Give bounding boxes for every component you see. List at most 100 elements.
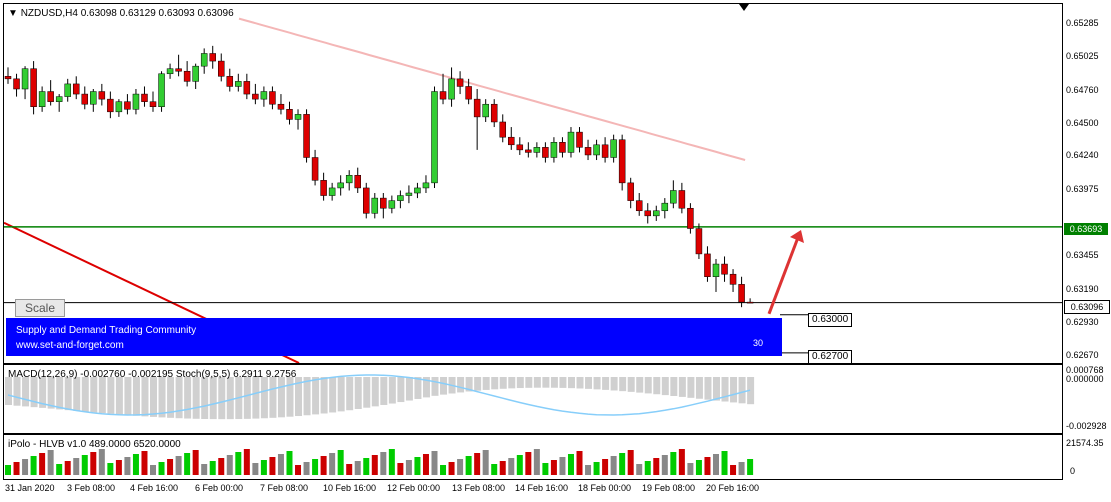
candle-body bbox=[72, 83, 80, 95]
volume-bar bbox=[644, 461, 651, 475]
macd-histogram-bar bbox=[30, 377, 38, 408]
volume-bar bbox=[508, 458, 515, 475]
macd-histogram-bar bbox=[627, 377, 635, 392]
time-tick-label: 14 Feb 16:00 bbox=[515, 483, 569, 493]
candle-body bbox=[107, 98, 114, 113]
volume-bar bbox=[90, 452, 97, 475]
macd-histogram-bar bbox=[636, 377, 644, 393]
macd-histogram-bar bbox=[542, 377, 550, 388]
volume-chart bbox=[5, 449, 754, 475]
macd-histogram-bar bbox=[39, 377, 47, 408]
collapse-triangle-icon[interactable]: ▼ bbox=[8, 8, 18, 19]
macd-histogram-bar bbox=[363, 377, 371, 408]
candle-body bbox=[132, 93, 140, 110]
macd-histogram-bar bbox=[491, 377, 499, 390]
volume-bar bbox=[559, 457, 566, 475]
macd-histogram-bar bbox=[371, 377, 379, 407]
time-tick-label: 18 Feb 00:00 bbox=[578, 483, 632, 493]
candle-body bbox=[644, 210, 651, 217]
volume-bar bbox=[30, 456, 37, 475]
volume-bar bbox=[431, 451, 438, 475]
macd-histogram-bar bbox=[482, 377, 490, 390]
macd-pane[interactable]: MACD(12,26,9) -0.002760 -0.002195 Stoch(… bbox=[3, 364, 1063, 434]
time-tick-label: 13 Feb 08:00 bbox=[452, 483, 506, 493]
volume-bar bbox=[397, 463, 404, 475]
volume-pane[interactable]: iPolo - HLVB v1.0 489.0000 6520.0000 bbox=[3, 434, 1063, 480]
price-tick-label: 0.65285 bbox=[1066, 17, 1099, 28]
macd-histogram-bar bbox=[124, 377, 132, 416]
banner-title: Supply and Demand Trading Community bbox=[16, 325, 197, 336]
volume-bar bbox=[39, 453, 46, 475]
candle-body bbox=[243, 81, 251, 95]
macd-histogram-bar bbox=[397, 377, 405, 403]
candle-body bbox=[695, 228, 703, 255]
volume-bar bbox=[141, 451, 148, 475]
candle-body bbox=[670, 190, 677, 204]
time-tick-label: 4 Feb 16:00 bbox=[130, 483, 179, 493]
volume-bar bbox=[457, 459, 464, 475]
volume-bar bbox=[277, 454, 284, 475]
volume-bar bbox=[576, 451, 583, 475]
candle-body bbox=[593, 144, 600, 156]
candle-body bbox=[218, 60, 225, 77]
candle-body bbox=[371, 197, 379, 214]
macd-histogram-bar bbox=[260, 377, 268, 419]
scale-button[interactable]: Scale bbox=[15, 299, 65, 317]
level-box-lower[interactable]: 0.62700 bbox=[808, 350, 853, 364]
time-tick-label: 20 Feb 16:00 bbox=[706, 483, 760, 493]
macd-histogram-bar bbox=[64, 377, 72, 411]
candle-body bbox=[388, 200, 396, 209]
volume-bar bbox=[465, 456, 472, 475]
volume-bar bbox=[64, 461, 71, 475]
volume-bar bbox=[670, 452, 677, 475]
macd-histogram-bar bbox=[525, 377, 533, 388]
macd-tick-zero: 0.000000 bbox=[1066, 374, 1104, 384]
macd-histogram-bar bbox=[738, 377, 746, 404]
macd-histogram-bar bbox=[567, 377, 575, 389]
volume-bar bbox=[218, 458, 225, 475]
candle-body bbox=[90, 91, 97, 105]
volume-bar bbox=[303, 462, 310, 475]
macd-histogram-bar bbox=[550, 377, 558, 388]
time-tick-label: 19 Feb 08:00 bbox=[642, 483, 696, 493]
macd-histogram-bar bbox=[516, 377, 524, 389]
candle-body bbox=[584, 147, 592, 156]
macd-tick-bottom: -0.002928 bbox=[1066, 421, 1107, 431]
candle-body bbox=[337, 182, 344, 189]
volume-bar bbox=[167, 459, 174, 475]
candle-body bbox=[473, 98, 481, 118]
volume-bar bbox=[81, 455, 88, 475]
macd-histogram-bar bbox=[175, 377, 183, 419]
candle-body bbox=[439, 91, 447, 100]
volume-bar bbox=[337, 450, 344, 475]
macd-histogram-bar bbox=[712, 377, 720, 401]
candle-body bbox=[448, 78, 455, 100]
candle-body bbox=[47, 91, 54, 102]
time-tick-label: 6 Feb 00:00 bbox=[195, 483, 244, 493]
macd-histogram-bar bbox=[277, 377, 285, 418]
candle-body bbox=[166, 68, 174, 75]
macd-histogram-bar bbox=[747, 377, 755, 405]
time-tick-label: 12 Feb 00:00 bbox=[387, 483, 441, 493]
macd-histogram-bar bbox=[337, 377, 345, 412]
time-axis[interactable]: 31 Jan 2020 3 Feb 08:00 4 Feb 16:00 6 Feb 0… bbox=[3, 480, 1061, 500]
macd-histogram-bar bbox=[22, 377, 30, 407]
candle-body bbox=[678, 190, 686, 209]
candle-body bbox=[124, 101, 131, 110]
volume-bar bbox=[150, 465, 157, 475]
volume-bar bbox=[320, 456, 327, 475]
volume-bar bbox=[602, 459, 609, 475]
volume-bar bbox=[260, 460, 267, 475]
price-tick-label: 0.62670 bbox=[1066, 349, 1099, 360]
macd-histogram-bar bbox=[320, 377, 328, 414]
macd-histogram-bar bbox=[388, 377, 396, 404]
candle-body bbox=[653, 210, 660, 217]
candle-body bbox=[516, 144, 524, 151]
price-pane[interactable]: ▼ NZDUSD,H4 0.63098 0.63129 0.63093 0.63… bbox=[3, 3, 1063, 364]
level-box-upper[interactable]: 0.63000 bbox=[808, 313, 853, 327]
volume-bar bbox=[47, 450, 54, 475]
macd-histogram-bar bbox=[670, 377, 678, 396]
time-tick-label: 7 Feb 08:00 bbox=[260, 483, 309, 493]
price-axis[interactable]: 0.65285 0.65025 0.64760 0.64500 0.64240 0.639… bbox=[1062, 3, 1111, 478]
candle-body bbox=[431, 91, 438, 184]
